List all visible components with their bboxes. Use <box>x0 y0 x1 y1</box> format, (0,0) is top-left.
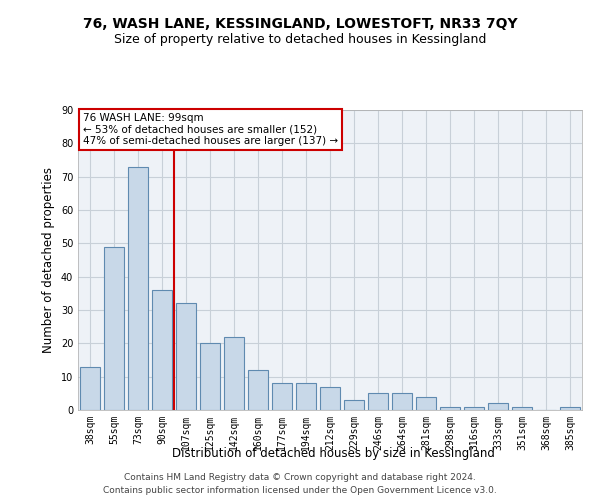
Bar <box>224 336 244 410</box>
Bar <box>320 386 340 410</box>
Text: Distribution of detached houses by size in Kessingland: Distribution of detached houses by size … <box>172 448 494 460</box>
Bar <box>104 246 124 410</box>
Y-axis label: Number of detached properties: Number of detached properties <box>42 167 55 353</box>
Text: Contains HM Land Registry data © Crown copyright and database right 2024.
Contai: Contains HM Land Registry data © Crown c… <box>103 473 497 495</box>
Text: Size of property relative to detached houses in Kessingland: Size of property relative to detached ho… <box>114 32 486 46</box>
Bar <box>272 384 292 410</box>
Bar <box>440 406 460 410</box>
Text: 76 WASH LANE: 99sqm
← 53% of detached houses are smaller (152)
47% of semi-detac: 76 WASH LANE: 99sqm ← 53% of detached ho… <box>83 113 338 146</box>
Bar <box>368 394 388 410</box>
Bar <box>248 370 268 410</box>
Bar <box>152 290 172 410</box>
Bar <box>464 406 484 410</box>
Bar <box>80 366 100 410</box>
Bar <box>200 344 220 410</box>
Bar <box>176 304 196 410</box>
Bar <box>128 166 148 410</box>
Bar <box>560 406 580 410</box>
Bar <box>296 384 316 410</box>
Text: 76, WASH LANE, KESSINGLAND, LOWESTOFT, NR33 7QY: 76, WASH LANE, KESSINGLAND, LOWESTOFT, N… <box>83 18 517 32</box>
Bar <box>416 396 436 410</box>
Bar <box>488 404 508 410</box>
Bar <box>512 406 532 410</box>
Bar <box>344 400 364 410</box>
Bar <box>392 394 412 410</box>
